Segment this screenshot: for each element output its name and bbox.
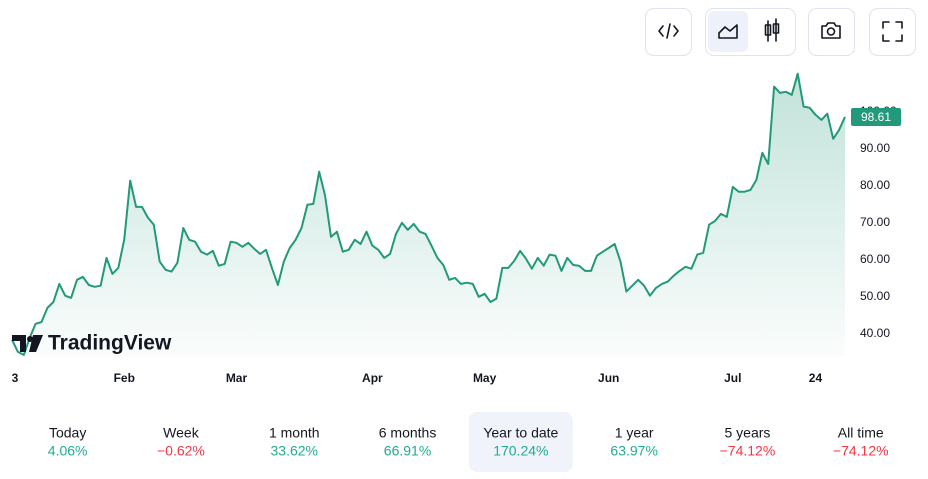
period-tab[interactable]: 1 month 33.62% [269, 425, 320, 459]
period-label: 6 months [379, 425, 437, 441]
period-label: Today [49, 425, 86, 441]
period-tab[interactable]: Today 4.06% [48, 425, 88, 459]
period-label: All time [838, 425, 884, 441]
period-label: 1 month [269, 425, 320, 441]
period-tab[interactable]: 6 months 66.91% [379, 425, 437, 459]
period-label: 5 years [724, 425, 770, 441]
y-tick-label: 60.00 [860, 252, 890, 266]
period-tab[interactable]: All time −74.12% [833, 425, 889, 459]
period-tabs: Today 4.06% Week −0.62% 1 month 33.62% 6 month… [48, 412, 889, 472]
x-tick-label: 24 [809, 371, 823, 385]
selected-tab-bg [468, 412, 573, 472]
period-label: Week [163, 425, 200, 441]
y-tick-label: 70.00 [860, 215, 890, 229]
x-tick-label: Feb [114, 371, 135, 385]
period-change: −74.12% [833, 443, 889, 459]
period-label: Year to date [483, 425, 558, 441]
x-tick-label: Jul [724, 371, 741, 385]
last-price-label: 98.61 [861, 110, 891, 124]
area-style-button[interactable] [708, 11, 748, 52]
price-line [11, 72, 846, 356]
screenshot-button[interactable] [808, 8, 855, 56]
period-change: −74.12% [720, 443, 776, 459]
y-tick-label: 80.00 [860, 178, 890, 192]
x-tick-label: Jun [598, 371, 619, 385]
logo: TradingView [12, 332, 172, 355]
x-tick-label: Mar [226, 371, 248, 385]
y-tick-label: 90.00 [860, 141, 890, 155]
last-price-badge [851, 107, 901, 126]
period-tab[interactable]: 5 years −74.12% [720, 425, 776, 459]
period-change: 66.91% [384, 443, 431, 459]
embed-button[interactable] [645, 8, 692, 56]
period-change: −0.62% [157, 443, 205, 459]
candle-style-button[interactable] [764, 18, 780, 42]
plot: 40.0050.0060.0070.0080.0090.00100.003Feb… [11, 72, 901, 385]
y-tick-label: 40.00 [860, 326, 890, 340]
period-tab[interactable]: Year to date 170.24% [468, 412, 573, 472]
period-label: 1 year [615, 425, 654, 441]
period-tab[interactable]: 1 year 63.97% [610, 425, 657, 459]
x-tick-label: Apr [362, 371, 383, 385]
x-tick-label: 3 [12, 371, 19, 385]
period-change: 33.62% [271, 443, 318, 459]
area-fill [12, 73, 845, 356]
x-tick-label: May [473, 371, 497, 385]
period-tab[interactable]: Week −0.62% [157, 425, 205, 459]
period-change: 4.06% [48, 443, 88, 459]
logo-text: TradingView [48, 332, 172, 355]
fullscreen-button[interactable] [869, 8, 916, 56]
period-change: 63.97% [610, 443, 657, 459]
period-change: 170.24% [493, 443, 548, 459]
y-tick-label: 50.00 [860, 289, 890, 303]
